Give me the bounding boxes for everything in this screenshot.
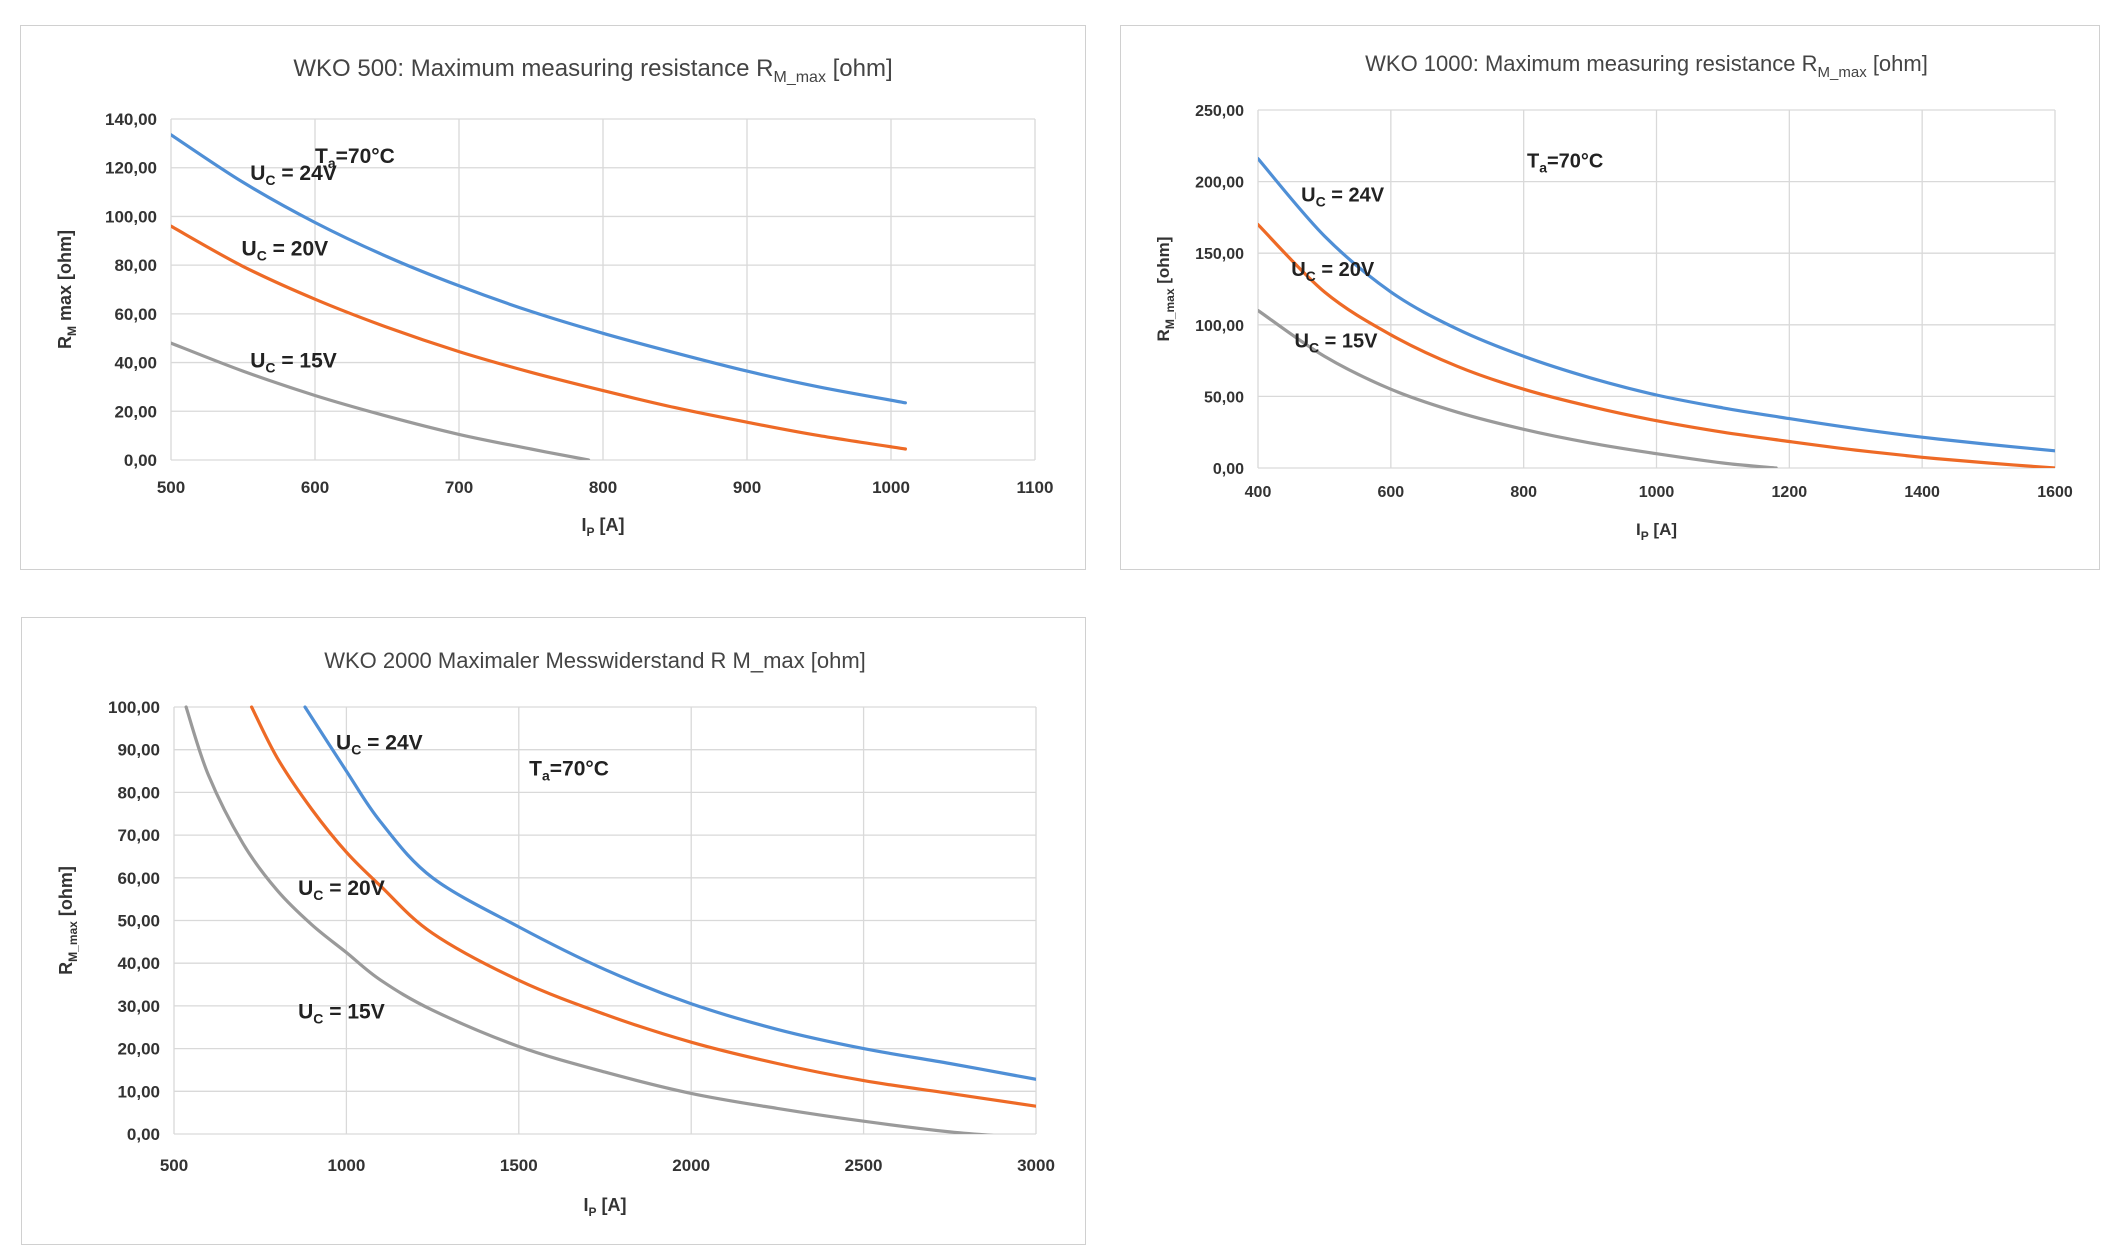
x-tick-label: 2000 bbox=[672, 1156, 710, 1175]
series-annotation: UC = 20V bbox=[242, 237, 329, 263]
x-tick-label: 1200 bbox=[1772, 484, 1808, 501]
chart-svg: WKO 2000 Maximaler Messwiderstand R M_ma… bbox=[56, 648, 1055, 1219]
y-tick-label: 50,00 bbox=[1204, 389, 1244, 406]
y-tick-label: 80,00 bbox=[117, 783, 160, 802]
y-tick-label: 0,00 bbox=[127, 1125, 160, 1144]
x-tick-label: 1000 bbox=[872, 478, 910, 497]
series-group bbox=[171, 133, 907, 460]
x-axis-label: IP [A] bbox=[1636, 520, 1677, 543]
x-tick-label: 1100 bbox=[1017, 478, 1054, 497]
x-tick-label: 3000 bbox=[1017, 1156, 1055, 1175]
x-tick-label: 500 bbox=[160, 1156, 188, 1175]
x-tick-label: 1000 bbox=[1639, 484, 1675, 501]
series-annotation: UC = 20V bbox=[1291, 259, 1375, 284]
y-tick-label: 60,00 bbox=[114, 305, 157, 324]
y-tick-label: 90,00 bbox=[117, 741, 160, 760]
series-annotation: Ta=70°C bbox=[529, 757, 609, 783]
y-tick-label: 150,00 bbox=[1195, 246, 1244, 263]
x-tick-label: 900 bbox=[733, 478, 761, 497]
series-annotation: UC = 15V bbox=[1295, 331, 1379, 356]
series-line-uc15 bbox=[1258, 308, 1778, 468]
chart-svg: WKO 1000: Maximum measuring resistance R… bbox=[1154, 51, 2073, 543]
x-tick-label: 1500 bbox=[500, 1156, 538, 1175]
y-tick-label: 40,00 bbox=[117, 954, 160, 973]
x-tick-label: 1000 bbox=[327, 1156, 365, 1175]
y-tick-label: 40,00 bbox=[114, 354, 157, 373]
series-annotation: UC = 15V bbox=[298, 1001, 385, 1027]
series-line-uc15 bbox=[171, 341, 591, 460]
series-line-uc20 bbox=[171, 224, 907, 451]
chart-panel-wko2000: WKO 2000 Maximaler Messwiderstand R M_ma… bbox=[21, 617, 1086, 1245]
y-axis-label: RM_max [ohm] bbox=[1154, 237, 1177, 342]
y-tick-label: 100,00 bbox=[1195, 318, 1244, 335]
y-tick-label: 50,00 bbox=[117, 912, 160, 931]
y-tick-label: 100,00 bbox=[105, 207, 157, 226]
x-tick-label: 500 bbox=[157, 478, 185, 497]
x-tick-label: 800 bbox=[1510, 484, 1537, 501]
y-tick-label: 250,00 bbox=[1195, 103, 1244, 120]
x-tick-label: 2500 bbox=[845, 1156, 883, 1175]
series-annotation: UC = 24V bbox=[250, 162, 337, 188]
series-line-uc20 bbox=[1258, 223, 2055, 468]
y-tick-label: 70,00 bbox=[117, 826, 160, 845]
y-tick-label: 200,00 bbox=[1195, 175, 1244, 192]
series-annotation: UC = 24V bbox=[336, 732, 423, 758]
chart-title: WKO 2000 Maximaler Messwiderstand R M_ma… bbox=[324, 648, 866, 673]
series-group bbox=[184, 705, 1036, 1134]
chart-svg: WKO 500: Maximum measuring resistance RM… bbox=[55, 55, 1054, 539]
y-axis-label: RM_max [ohm] bbox=[56, 866, 80, 975]
x-axis-label: IP [A] bbox=[583, 1195, 626, 1219]
y-tick-label: 30,00 bbox=[117, 997, 160, 1016]
series-annotation: UC = 15V bbox=[250, 349, 337, 375]
x-tick-label: 600 bbox=[301, 478, 329, 497]
series-annotation: UC = 20V bbox=[298, 877, 385, 903]
y-tick-label: 60,00 bbox=[117, 869, 160, 888]
y-tick-label: 120,00 bbox=[105, 159, 157, 178]
x-tick-label: 700 bbox=[445, 478, 473, 497]
x-tick-label: 1600 bbox=[2037, 484, 2073, 501]
y-tick-label: 20,00 bbox=[117, 1040, 160, 1059]
chart-title: WKO 1000: Maximum measuring resistance R… bbox=[1365, 51, 1928, 81]
x-tick-label: 800 bbox=[589, 478, 617, 497]
series-annotation: Ta=70°C bbox=[1527, 150, 1603, 175]
series-group bbox=[1258, 157, 2055, 468]
y-tick-label: 140,00 bbox=[105, 110, 157, 129]
y-tick-label: 10,00 bbox=[117, 1082, 160, 1101]
y-tick-label: 100,00 bbox=[108, 698, 160, 717]
chart-panel-wko1000: WKO 1000: Maximum measuring resistance R… bbox=[1120, 25, 2100, 570]
y-tick-label: 20,00 bbox=[114, 402, 157, 421]
x-tick-label: 1400 bbox=[1904, 484, 1940, 501]
series-line-uc15 bbox=[184, 705, 995, 1134]
y-tick-label: 0,00 bbox=[1213, 461, 1244, 478]
y-axis-label: RM max [ohm] bbox=[55, 230, 79, 349]
x-tick-label: 600 bbox=[1377, 484, 1404, 501]
chart-title: WKO 500: Maximum measuring resistance RM… bbox=[293, 55, 892, 86]
x-axis-label: IP [A] bbox=[581, 515, 624, 539]
y-tick-label: 0,00 bbox=[124, 451, 157, 470]
series-line-uc24 bbox=[171, 133, 907, 405]
chart-panel-wko500: WKO 500: Maximum measuring resistance RM… bbox=[20, 25, 1086, 570]
series-line-uc24 bbox=[1258, 157, 2055, 453]
y-tick-label: 80,00 bbox=[114, 256, 157, 275]
x-tick-label: 400 bbox=[1245, 484, 1272, 501]
series-annotation: UC = 24V bbox=[1301, 185, 1385, 210]
series-line-uc20 bbox=[250, 705, 1036, 1108]
series-line-uc24 bbox=[303, 705, 1036, 1081]
series-annotation: Ta=70°C bbox=[315, 145, 395, 171]
